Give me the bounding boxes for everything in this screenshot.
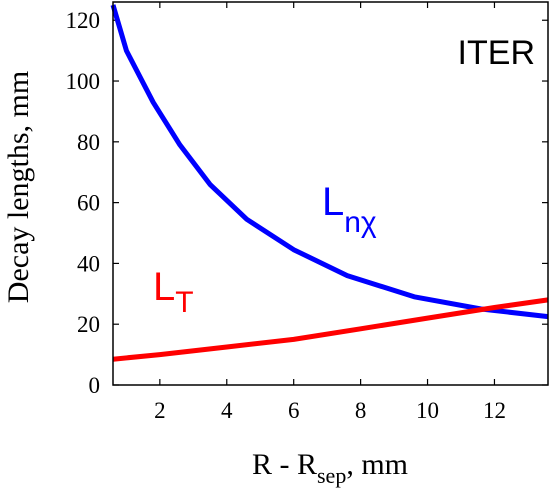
y-tick-label: 80 bbox=[77, 130, 100, 155]
y-tick-label: 20 bbox=[77, 312, 100, 337]
annotation-label: ITER bbox=[458, 34, 535, 72]
series-label-lt: LT bbox=[153, 265, 194, 319]
series-label-lnchi-main: L bbox=[322, 180, 344, 224]
y-tick-label: 100 bbox=[66, 69, 101, 94]
series-label-lnchi: Lnχ bbox=[322, 180, 377, 239]
y-tick-label: 60 bbox=[77, 191, 100, 216]
series-line-lnchi bbox=[110, 4, 549, 320]
y-tick-label: 120 bbox=[66, 8, 101, 33]
series-label-lnchi-sub: nχ bbox=[344, 206, 377, 239]
x-tick-label: 10 bbox=[416, 398, 439, 423]
y-axis-title: Decay lengths, mm bbox=[2, 71, 35, 303]
x-tick-label: 12 bbox=[483, 398, 506, 423]
y-tick-label: 40 bbox=[77, 251, 100, 276]
series-label-lt-sub: T bbox=[175, 286, 193, 319]
series-layer bbox=[110, 4, 549, 362]
series-label-lt-main: L bbox=[153, 265, 175, 309]
x-axis-title: R - Rsep, mm bbox=[252, 448, 408, 488]
x-tick-label: 6 bbox=[288, 398, 300, 423]
series-line-lt bbox=[112, 297, 549, 362]
x-axis-title-sub: sep bbox=[317, 463, 346, 488]
x-tick-label: 4 bbox=[221, 398, 233, 423]
x-axis-ticks: 2 4 6 8 10 12 bbox=[154, 2, 506, 423]
x-tick-label: 2 bbox=[154, 398, 166, 423]
y-axis-ticks: 0 20 40 60 80 100 120 bbox=[66, 8, 548, 398]
x-tick-label: 8 bbox=[355, 398, 367, 423]
x-axis-title-main: R - R bbox=[252, 448, 317, 481]
x-axis-title-tail: , mm bbox=[346, 448, 408, 481]
plot-frame bbox=[112, 1, 549, 386]
y-tick-label: 0 bbox=[89, 373, 101, 398]
